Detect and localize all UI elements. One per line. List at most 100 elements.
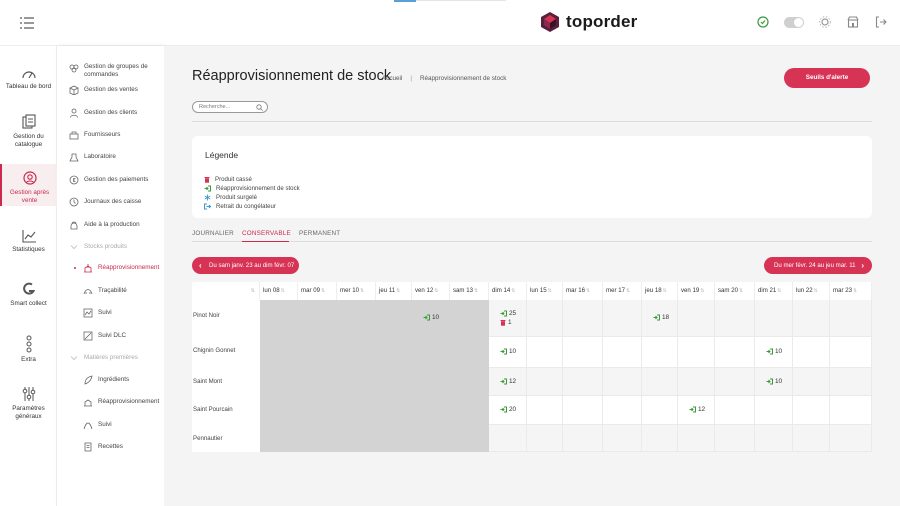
calendar-cell[interactable]	[563, 300, 603, 337]
calendar-cell[interactable]	[489, 300, 527, 337]
calendar-cell[interactable]	[563, 368, 603, 396]
calendar-cell[interactable]	[527, 300, 563, 337]
calendar-cell[interactable]	[793, 368, 830, 396]
sort-icon[interactable]: ⇅	[813, 288, 818, 294]
calendar-cell[interactable]	[489, 396, 527, 425]
rail-item-catalogue[interactable]: Gestion du catalogue	[0, 114, 57, 150]
sort-icon[interactable]: ⇅	[700, 288, 705, 294]
stock-entry[interactable]: 18	[653, 314, 669, 321]
calendar-cell[interactable]	[563, 396, 603, 425]
subnav-group-raw-materials[interactable]: Matières premières	[57, 354, 164, 364]
calendar-cell[interactable]	[793, 425, 830, 452]
stock-entry[interactable]: 10	[766, 348, 782, 355]
column-header-day[interactable]: ven 19⇅	[678, 282, 715, 300]
calendar-cell[interactable]	[563, 337, 603, 368]
shop-icon[interactable]	[846, 15, 860, 29]
calendar-cell[interactable]	[830, 337, 872, 368]
sort-icon[interactable]: ⇅	[547, 288, 552, 294]
column-header-day[interactable]: lun 15⇅	[527, 282, 563, 300]
rail-item-smart-collect[interactable]: Smart collect	[0, 281, 57, 311]
column-header-day[interactable]: dim 21⇅	[755, 282, 793, 300]
rail-item-params[interactable]: Paramètres généraux	[0, 386, 57, 422]
stock-entry[interactable]: 12	[689, 406, 705, 413]
sort-icon[interactable]: ⇅	[434, 288, 439, 294]
column-header-day[interactable]: jeu 18⇅	[642, 282, 678, 300]
calendar-cell[interactable]	[527, 396, 563, 425]
calendar-cell[interactable]	[678, 300, 715, 337]
sort-icon[interactable]: ⇅	[250, 288, 255, 294]
search-input[interactable]: Recherche...	[192, 101, 268, 113]
stock-entry[interactable]: 10	[766, 378, 782, 385]
calendar-cell[interactable]	[755, 396, 793, 425]
sort-icon[interactable]: ⇅	[585, 288, 591, 294]
calendar-cell[interactable]	[527, 425, 563, 452]
column-header-product[interactable]: ⇅	[192, 282, 260, 300]
menu-icon[interactable]	[20, 17, 34, 29]
logout-icon[interactable]	[874, 15, 888, 29]
subnav-item-tracking[interactable]: Suivi	[57, 308, 164, 319]
previous-period-button[interactable]: ‹ Du sam janv. 23 au dim févr. 07	[192, 257, 299, 274]
subnav-item-traceability[interactable]: Traçabilité	[57, 287, 164, 297]
calendar-cell[interactable]	[527, 368, 563, 396]
calendar-cell[interactable]	[603, 337, 642, 368]
column-header-day[interactable]: mar 23⇅	[830, 282, 872, 300]
sort-icon[interactable]: ⇅	[625, 288, 631, 294]
column-header-day[interactable]: mer 17⇅	[603, 282, 642, 300]
sort-icon[interactable]: ⇅	[738, 288, 744, 294]
calendar-cell[interactable]	[642, 337, 678, 368]
calendar-cell[interactable]	[830, 368, 872, 396]
sort-icon[interactable]: ⇅	[280, 288, 285, 294]
calendar-cell[interactable]	[642, 300, 678, 337]
calendar-cell[interactable]	[678, 368, 715, 396]
calendar-cell[interactable]	[755, 368, 793, 396]
column-header-day[interactable]: mar 09⇅	[298, 282, 337, 300]
column-header-day[interactable]: sam 13⇅	[450, 282, 489, 300]
subnav-item-production[interactable]: Aide à la production	[57, 221, 164, 231]
subnav-item-tracking-raw[interactable]: Suivi	[57, 421, 164, 431]
stock-entry[interactable]: 10	[500, 348, 516, 355]
calendar-cell[interactable]	[793, 300, 830, 337]
subnav-item-restock[interactable]: Réapprovisionnement	[57, 264, 164, 274]
sort-icon[interactable]: ⇅	[320, 288, 326, 294]
stock-entry[interactable]: 10	[423, 314, 439, 321]
subnav-item-lab[interactable]: Laboratoire	[57, 153, 164, 163]
rail-item-after-sales[interactable]: Gestion après vente	[0, 164, 57, 206]
column-header-day[interactable]: jeu 11⇅	[376, 282, 412, 300]
tab-conservable[interactable]: CONSERVABLE	[242, 230, 291, 237]
calendar-cell[interactable]	[489, 337, 527, 368]
sort-icon[interactable]: ⇅	[359, 288, 365, 294]
sort-icon[interactable]: ⇅	[777, 288, 782, 294]
subnav-item-sales[interactable]: Gestion des ventes	[57, 85, 164, 96]
calendar-cell[interactable]	[603, 300, 642, 337]
calendar-cell[interactable]	[755, 425, 793, 452]
calendar-cell[interactable]	[755, 337, 793, 368]
column-header-day[interactable]: mer 10⇅	[337, 282, 376, 300]
subnav-item-restock-raw[interactable]: Réapprovisionnement	[57, 398, 164, 408]
calendar-cell[interactable]	[715, 368, 755, 396]
calendar-cell[interactable]	[489, 368, 527, 396]
calendar-cell[interactable]	[715, 425, 755, 452]
calendar-cell[interactable]	[830, 300, 872, 337]
calendar-cell[interactable]	[603, 368, 642, 396]
calendar-cell[interactable]	[678, 337, 715, 368]
calendar-cell[interactable]	[489, 425, 527, 452]
subnav-item-groups[interactable]: Gestion de groupes de commandes	[57, 63, 164, 81]
calendar-cell[interactable]	[642, 368, 678, 396]
subnav-item-recipes[interactable]: Recettes	[57, 442, 164, 453]
sort-icon[interactable]: ⇅	[396, 288, 401, 294]
rail-item-extra[interactable]: Extra	[0, 335, 57, 365]
column-header-day[interactable]: ven 12⇅	[412, 282, 450, 300]
rail-item-stats[interactable]: Statistiques	[0, 229, 57, 259]
calendar-cell[interactable]	[642, 396, 678, 425]
subnav-item-payments[interactable]: Gestion des paiements	[57, 175, 164, 186]
subnav-item-clients[interactable]: Gestion des clients	[57, 108, 164, 119]
sort-icon[interactable]: ⇅	[852, 288, 858, 294]
subnav-item-cash-journal[interactable]: Journaux des caisse	[57, 197, 164, 208]
calendar-cell[interactable]	[793, 337, 830, 368]
calendar-cell[interactable]	[715, 337, 755, 368]
column-header-day[interactable]: mar 16⇅	[563, 282, 603, 300]
calendar-cell[interactable]	[527, 337, 563, 368]
calendar-cell[interactable]	[715, 300, 755, 337]
calendar-cell[interactable]	[715, 396, 755, 425]
stock-entry[interactable]: 20	[500, 406, 516, 413]
